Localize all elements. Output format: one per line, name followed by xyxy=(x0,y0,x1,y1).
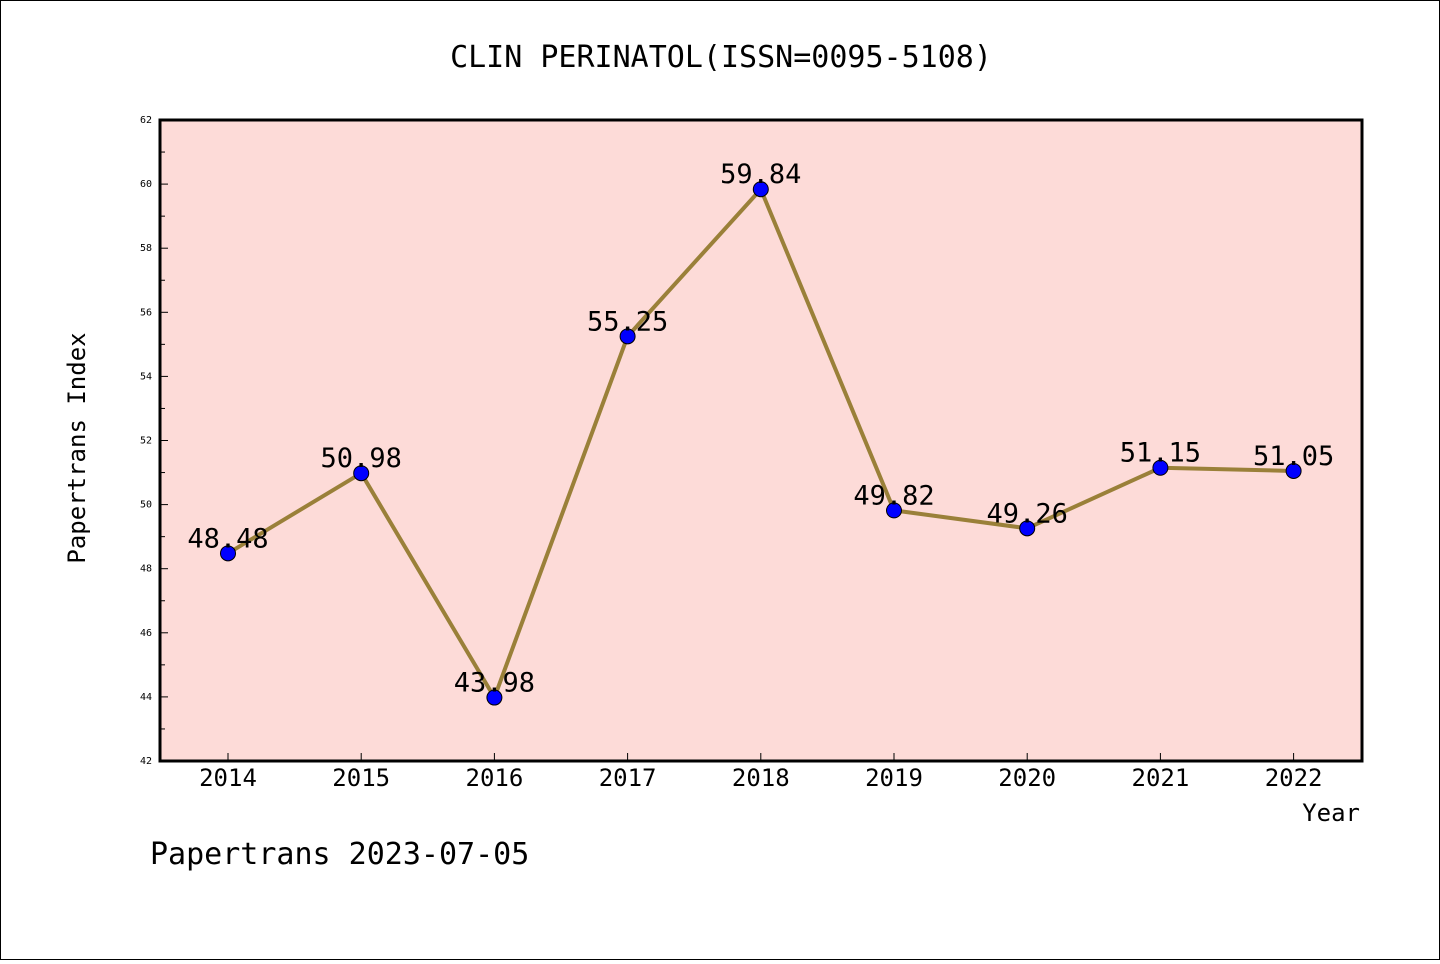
data-point xyxy=(220,545,236,562)
data-point xyxy=(1019,520,1036,537)
y-axis: 42 44 46 48 50 52 54 56 58 60 62 xyxy=(140,115,168,767)
x-tick-label: 2018 xyxy=(732,764,790,792)
y-tick-label: 54 xyxy=(140,371,152,382)
y-tick-label: 58 xyxy=(140,243,152,254)
x-tick-label: 2021 xyxy=(1132,764,1190,792)
data-label: 55.25 xyxy=(587,306,668,337)
x-axis-label: Year xyxy=(1302,799,1360,827)
x-tick-label: 2014 xyxy=(199,764,257,792)
x-tick-label: 2020 xyxy=(998,764,1056,792)
plot-area xyxy=(158,118,1364,763)
x-tick-label: 2015 xyxy=(332,764,390,792)
data-label-layer: 48.48 50.98 43.98 55.25 59.84 49.82 49.26 51.15… xyxy=(187,159,1334,698)
data-point xyxy=(752,181,769,198)
x-tick-label: 2019 xyxy=(865,764,923,792)
y-tick-label: 42 xyxy=(140,756,152,767)
data-label: 49.82 xyxy=(853,480,934,511)
data-point xyxy=(886,502,902,519)
x-tick-label: 2016 xyxy=(466,764,524,792)
y-tick-label: 48 xyxy=(140,564,152,575)
y-tick-label: 46 xyxy=(140,628,152,639)
y-tick-label: 62 xyxy=(140,115,152,126)
y-tick-label: 60 xyxy=(140,179,152,190)
data-label: 51.05 xyxy=(1253,441,1334,472)
chart-title: CLIN PERINATOL(ISSN=0095-5108) xyxy=(450,40,992,75)
data-label: 48.48 xyxy=(187,523,268,554)
x-tick-label: 2022 xyxy=(1265,764,1323,792)
data-point xyxy=(619,328,636,345)
x-tick-label: 2017 xyxy=(599,764,657,792)
data-label: 43.98 xyxy=(454,668,535,699)
series-layer xyxy=(220,181,1302,706)
data-point xyxy=(1285,462,1302,479)
data-label: 51.15 xyxy=(1120,438,1201,469)
y-axis-label: Papertrans Index xyxy=(63,332,91,563)
x-axis: 2014 2015 2016 2017 2018 2019 2020 2021 2022 xyxy=(199,753,1322,792)
data-label: 59.84 xyxy=(720,159,801,190)
data-label: 49.26 xyxy=(987,498,1068,529)
y-tick-label: 44 xyxy=(140,692,152,703)
data-label: 50.98 xyxy=(321,443,402,474)
data-point xyxy=(486,689,503,706)
y-tick-label: 50 xyxy=(140,500,152,511)
data-point xyxy=(1152,459,1169,476)
y-tick-label: 56 xyxy=(140,307,152,318)
footer-text: Papertrans 2023-07-05 xyxy=(150,837,529,872)
data-point xyxy=(353,465,370,482)
y-tick-label: 52 xyxy=(140,436,152,447)
